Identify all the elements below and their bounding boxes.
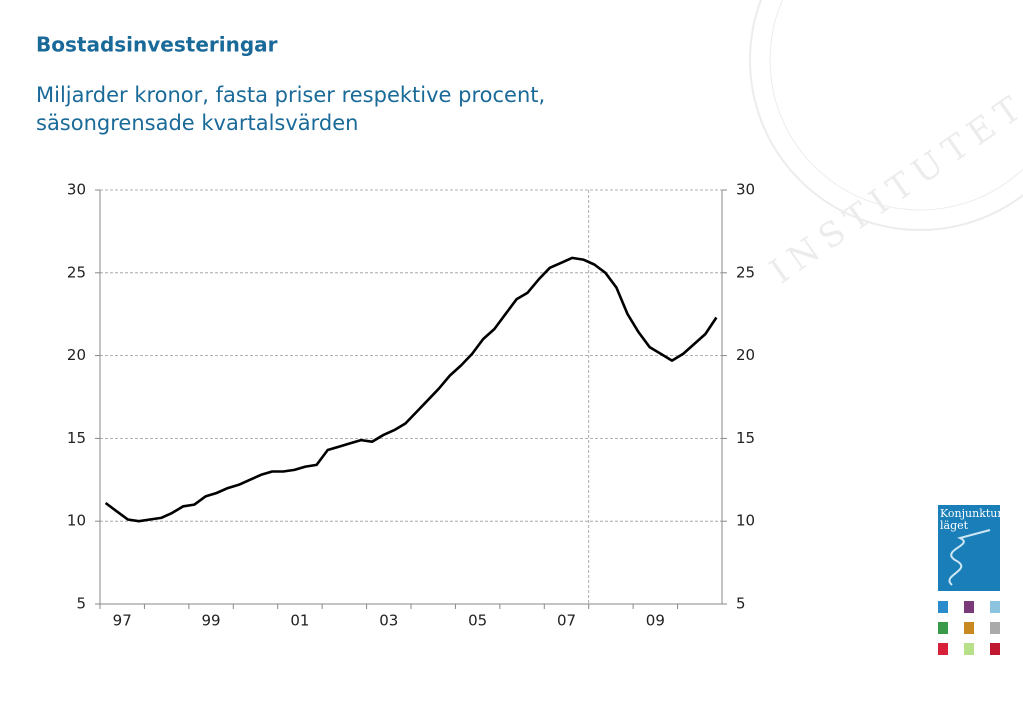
chart-subtitle: säsongrensade kvartalsvärden — [36, 111, 358, 135]
chart-title: Bostadsinvesteringar — [36, 33, 278, 57]
x-tick-label: 97 — [113, 612, 132, 630]
y-tick-label: 15 — [67, 429, 86, 447]
logo-squares — [938, 601, 1000, 655]
logo-text: Konjunktur — [940, 507, 1003, 520]
watermark-text: INSTITUTET — [763, 85, 1023, 292]
chart-subtitle: Miljarder kronor, fasta priser respektiv… — [36, 83, 545, 107]
y2-tick-label: 15 — [736, 429, 755, 447]
y2-tick-label: 30 — [736, 181, 755, 199]
logo-box — [938, 505, 1000, 591]
x-tick-label: 07 — [557, 612, 576, 630]
x-tick-label: 05 — [468, 612, 487, 630]
y-tick-label: 10 — [67, 512, 86, 530]
x-tick-label: 09 — [646, 612, 665, 630]
x-tick-label: 01 — [290, 612, 309, 630]
logo-swirl — [948, 529, 991, 586]
y2-tick-label: 20 — [736, 346, 755, 364]
y-tick-label: 20 — [67, 346, 86, 364]
watermark-ring — [749, 0, 1023, 231]
y2-tick-label: 5 — [736, 595, 746, 613]
y2-tick-label: 25 — [736, 263, 755, 281]
x-tick-label: 03 — [379, 612, 398, 630]
line-series — [104, 256, 718, 523]
y-tick-label: 5 — [76, 595, 86, 613]
watermark: INSTITUTET — [749, 0, 1023, 292]
y-tick-label: 30 — [67, 181, 86, 199]
y-tick-label: 25 — [67, 263, 86, 281]
y2-tick-label: 10 — [736, 512, 755, 530]
watermark-ring — [769, 0, 1023, 211]
logo-text: läget — [940, 519, 969, 532]
x-tick-label: 99 — [202, 612, 221, 630]
logo: Konjunktur läget — [938, 505, 1003, 655]
